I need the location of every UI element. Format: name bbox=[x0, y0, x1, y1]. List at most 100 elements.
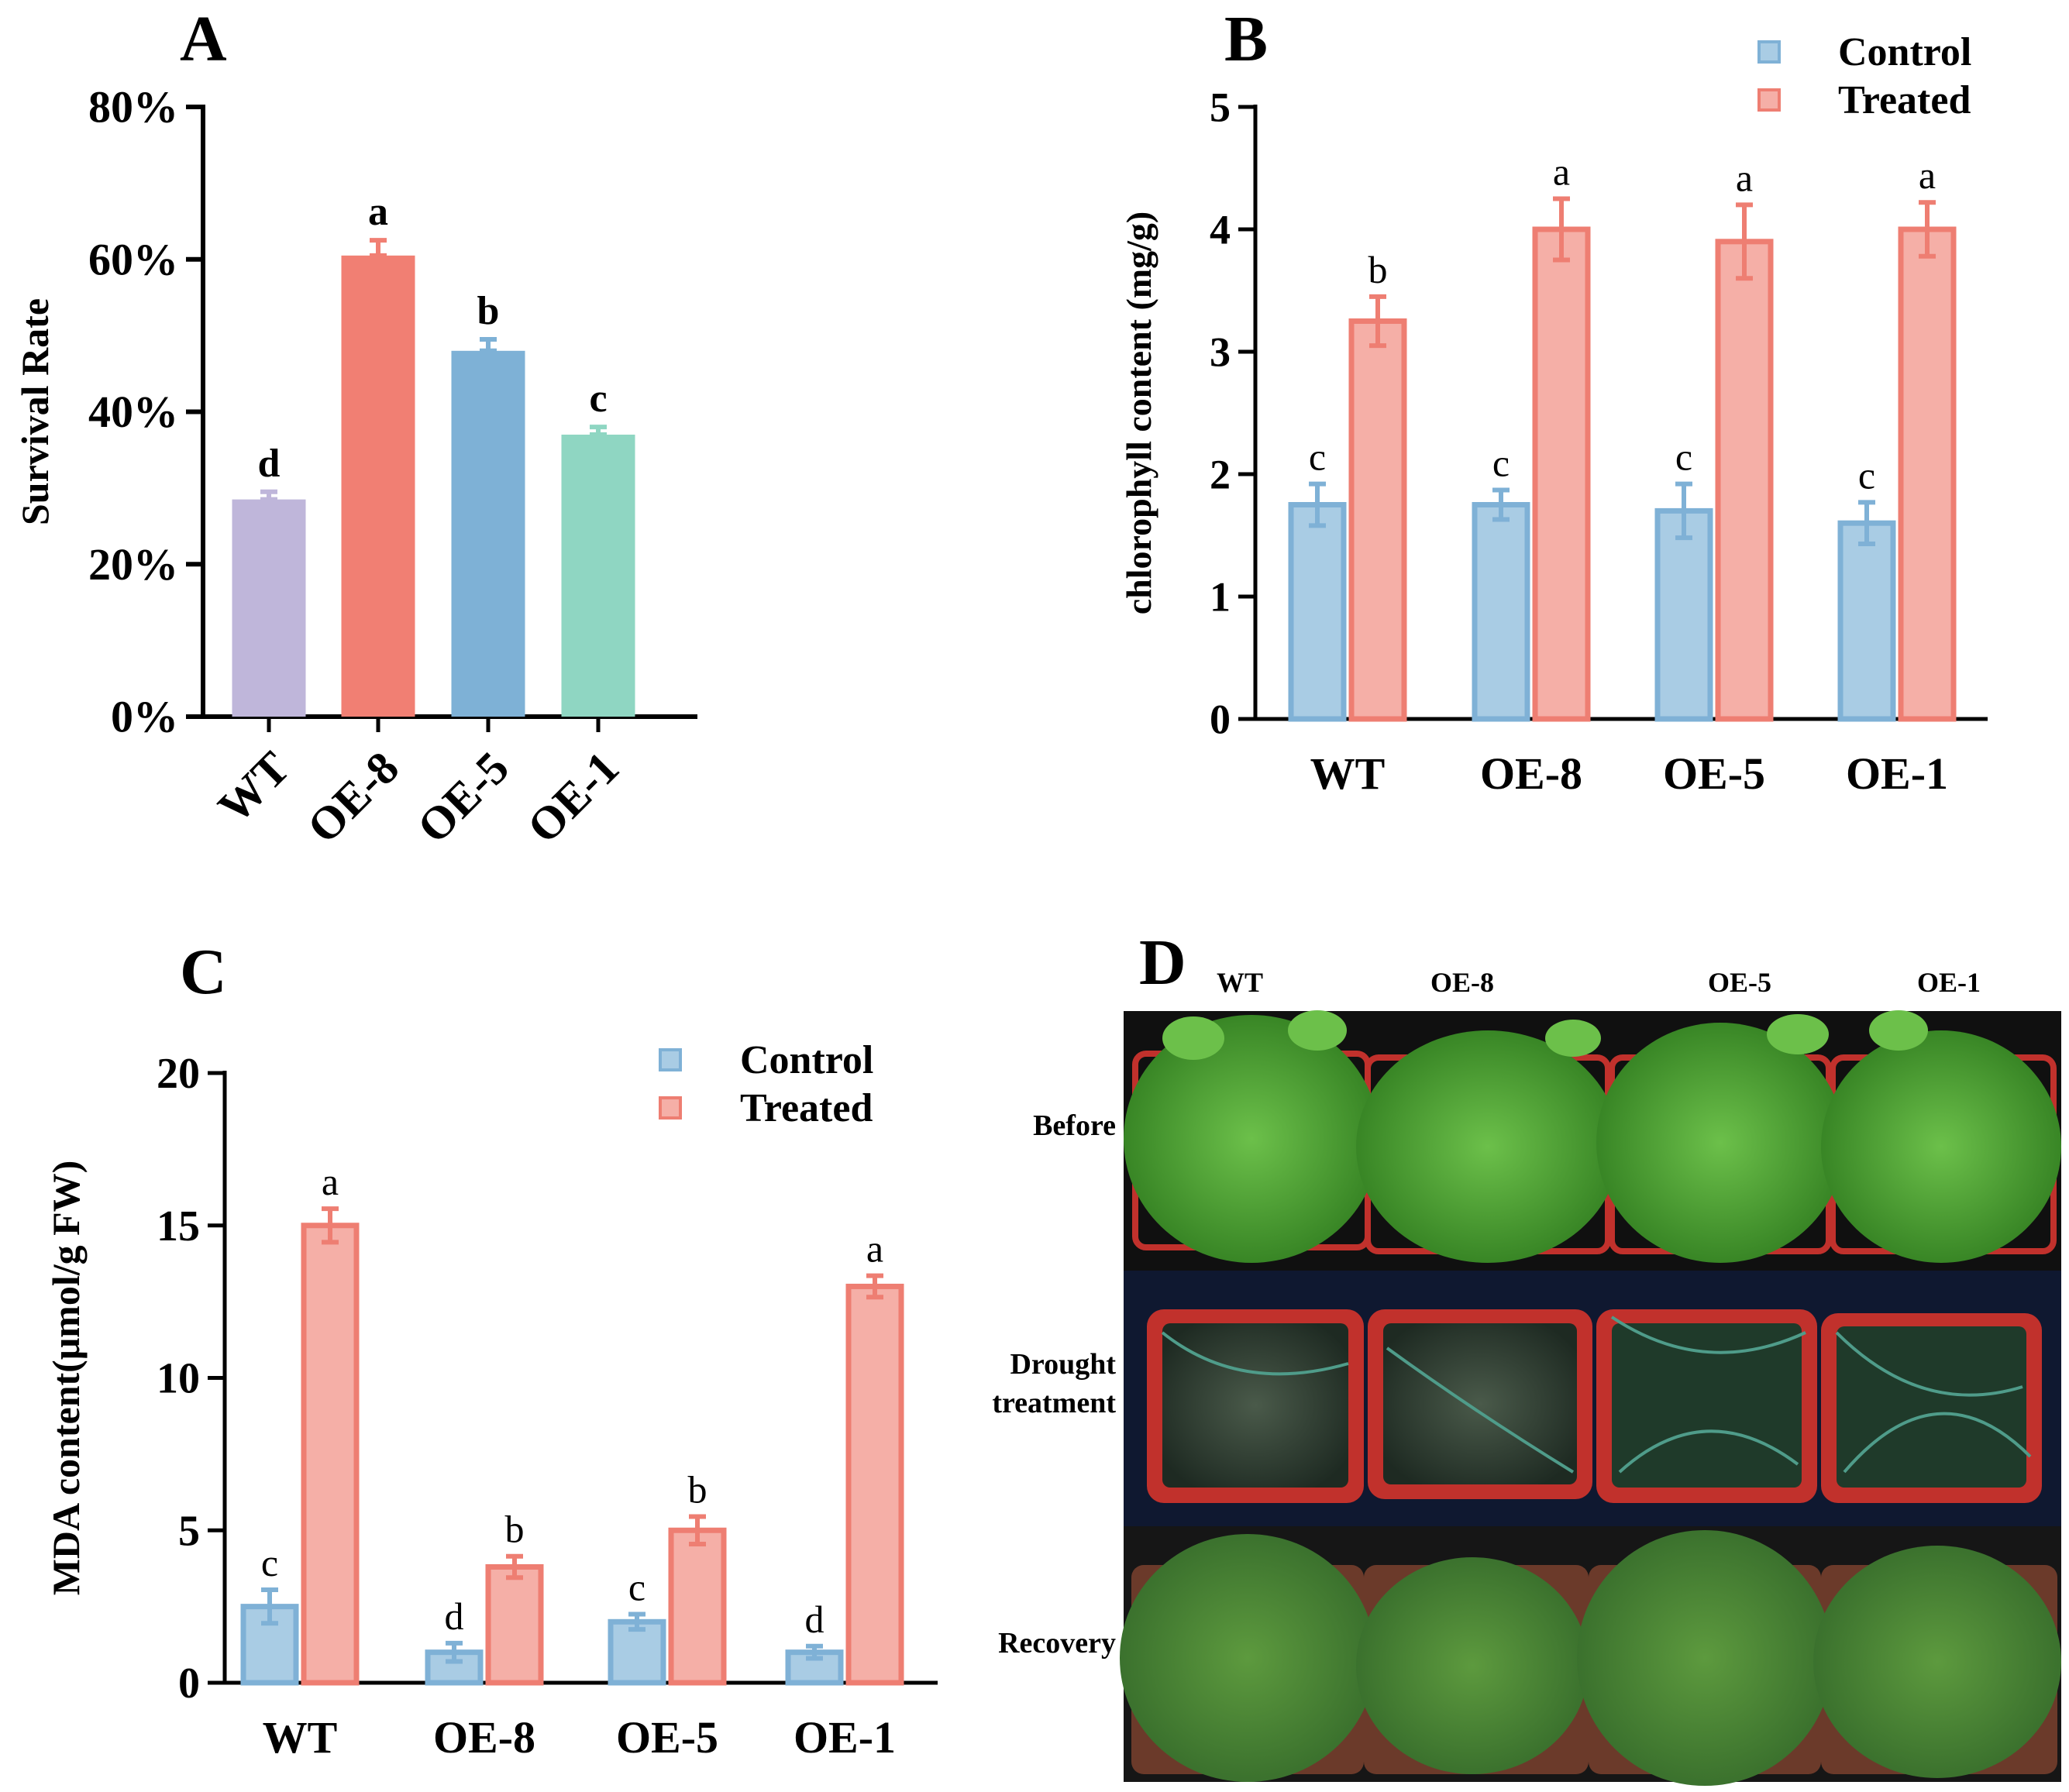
bar-control-oe-8 bbox=[1472, 502, 1530, 722]
bar-treated-oe-8 bbox=[1532, 226, 1591, 722]
x-tick-label: OE-5 bbox=[616, 1712, 718, 1763]
y-tick-label: 4 bbox=[1210, 206, 1231, 253]
x-tick-label: OE-1 bbox=[1846, 748, 1948, 799]
x-tick-label: WT bbox=[1310, 748, 1386, 799]
bar-oe-1 bbox=[561, 435, 635, 717]
photo-col-label-oe8: OE-8 bbox=[1430, 967, 1494, 998]
panel-a-survival-chart: A 0% 20% 40% 60% 80% Survival Rate d WT a OE-8 b OE… bbox=[13, 3, 697, 853]
photo-row-recovery bbox=[1120, 1526, 2061, 1786]
bar-treated-oe-5 bbox=[668, 1527, 727, 1686]
rosettes-before bbox=[1124, 1010, 2061, 1263]
y-tick-label: 0 bbox=[1210, 696, 1231, 742]
x-tick-label: OE-5 bbox=[408, 742, 518, 853]
significance-letter: d bbox=[445, 1594, 464, 1638]
significance-letter: a bbox=[322, 1160, 339, 1203]
recovered-plants bbox=[1120, 1530, 2061, 1786]
legend-swatch-treated bbox=[659, 1096, 682, 1120]
legend-swatch-control bbox=[659, 1048, 682, 1071]
y-axis-title: chlorophyll content (mg/g) bbox=[1119, 212, 1158, 614]
y-axis-title: MDA content(μmol/g FW) bbox=[44, 1161, 88, 1596]
y-tick-label: 2 bbox=[1210, 451, 1231, 497]
significance-letter: a bbox=[1736, 156, 1753, 199]
legend-label-treated: Treated bbox=[1838, 78, 1971, 122]
x-tick-label: WT bbox=[208, 742, 299, 833]
legend-label-control: Control bbox=[1838, 30, 1971, 74]
bar-control-oe-1 bbox=[1837, 520, 1896, 722]
y-tick-label: 1 bbox=[1210, 573, 1231, 620]
y-tick-label: 10 bbox=[157, 1355, 200, 1403]
y-tick-label: 80% bbox=[88, 82, 178, 132]
legend-swatch-treated bbox=[1757, 88, 1781, 112]
photo-row-before bbox=[1124, 1010, 2061, 1271]
significance-letter: b bbox=[477, 289, 500, 333]
bar-treated-oe-8 bbox=[485, 1563, 544, 1686]
x-tick-label: OE-1 bbox=[518, 742, 628, 853]
photo-row-label-drought: Drought treatment bbox=[992, 1348, 1116, 1419]
significance-letter: a bbox=[368, 190, 388, 234]
bar-treated-oe-1 bbox=[1898, 226, 1957, 722]
x-tick-label: OE-5 bbox=[1663, 748, 1765, 799]
photo-col-label-oe1: OE-1 bbox=[1917, 967, 1981, 998]
bar-control-wt bbox=[1288, 502, 1347, 722]
significance-letter: b bbox=[1368, 248, 1388, 291]
significance-letter: c bbox=[1492, 442, 1510, 485]
x-tick-label: OE-8 bbox=[1480, 748, 1582, 799]
x-tick-label: OE-1 bbox=[794, 1712, 896, 1763]
y-tick-label: 20% bbox=[88, 539, 178, 590]
y-tick-label: 0 bbox=[178, 1660, 200, 1708]
bar-treated-wt bbox=[301, 1223, 360, 1686]
y-tick-label: 5 bbox=[1210, 84, 1231, 130]
bar-treated-oe-5 bbox=[1715, 239, 1774, 722]
significance-letter: d bbox=[258, 442, 281, 486]
plant-photo bbox=[1120, 1010, 2061, 1786]
y-axis-title: Survival Rate bbox=[13, 298, 57, 525]
legend-swatch-control bbox=[1757, 40, 1781, 64]
x-tick-label: OE-8 bbox=[433, 1712, 535, 1763]
significance-letter: a bbox=[1919, 153, 1936, 197]
significance-letter: a bbox=[1553, 150, 1570, 194]
bar-oe-8 bbox=[341, 255, 415, 717]
bar-treated-wt bbox=[1348, 318, 1407, 722]
significance-letter: c bbox=[589, 377, 607, 421]
y-tick-label: 20 bbox=[157, 1050, 200, 1098]
wilted-plants bbox=[1161, 1316, 2032, 1488]
significance-letter: c bbox=[1309, 435, 1326, 479]
y-tick-label: 15 bbox=[157, 1202, 200, 1250]
significance-letter: d bbox=[805, 1598, 825, 1641]
photo-column-labels: WT OE-8 OE-5 OE-1 bbox=[1217, 967, 1981, 998]
photo-row-label-before: Before bbox=[1033, 1109, 1116, 1142]
panel-b-chlorophyll-chart: B 0 1 2 3 4 5 chlorophyll content (mg/g) c b WT c a… bbox=[1119, 3, 1988, 799]
significance-letter: c bbox=[261, 1541, 278, 1584]
legend-label-control: Control bbox=[740, 1038, 873, 1082]
panel-a-label: A bbox=[180, 3, 227, 75]
photo-row-drought bbox=[1124, 1271, 2061, 1526]
bar-treated-oe-1 bbox=[845, 1283, 904, 1686]
significance-letter: c bbox=[628, 1565, 645, 1608]
y-tick-label: 60% bbox=[88, 234, 178, 284]
x-tick-label: WT bbox=[263, 1712, 338, 1763]
significance-letter: b bbox=[505, 1508, 525, 1551]
y-tick-label: 3 bbox=[1210, 328, 1231, 375]
bar-wt bbox=[232, 499, 306, 717]
legend-label-treated: Treated bbox=[740, 1086, 873, 1130]
significance-letter: c bbox=[1675, 435, 1692, 479]
photo-col-label-oe5: OE-5 bbox=[1708, 967, 1771, 998]
photo-col-label-wt: WT bbox=[1217, 967, 1263, 998]
y-tick-label: 5 bbox=[178, 1507, 200, 1555]
y-tick-label: 40% bbox=[88, 387, 178, 437]
panel-c-label: C bbox=[180, 936, 227, 1008]
photo-row-label-recovery: Recovery bbox=[998, 1627, 1116, 1660]
photo-row-labels: Before Drought treatment Recovery bbox=[992, 1109, 1116, 1660]
significance-letter: c bbox=[1858, 453, 1875, 497]
panel-b-label: B bbox=[1224, 3, 1268, 75]
x-tick-label: OE-8 bbox=[298, 742, 408, 853]
significance-letter: b bbox=[688, 1468, 707, 1512]
panel-d-plant-photo: D WT OE-8 OE-5 OE-1 Before Drought treatm… bbox=[992, 927, 2061, 1786]
drought-label-line: treatment bbox=[992, 1387, 1116, 1419]
bar-control-oe-5 bbox=[1654, 507, 1713, 722]
y-tick-label: 0% bbox=[111, 692, 178, 742]
significance-letter: a bbox=[866, 1227, 883, 1271]
